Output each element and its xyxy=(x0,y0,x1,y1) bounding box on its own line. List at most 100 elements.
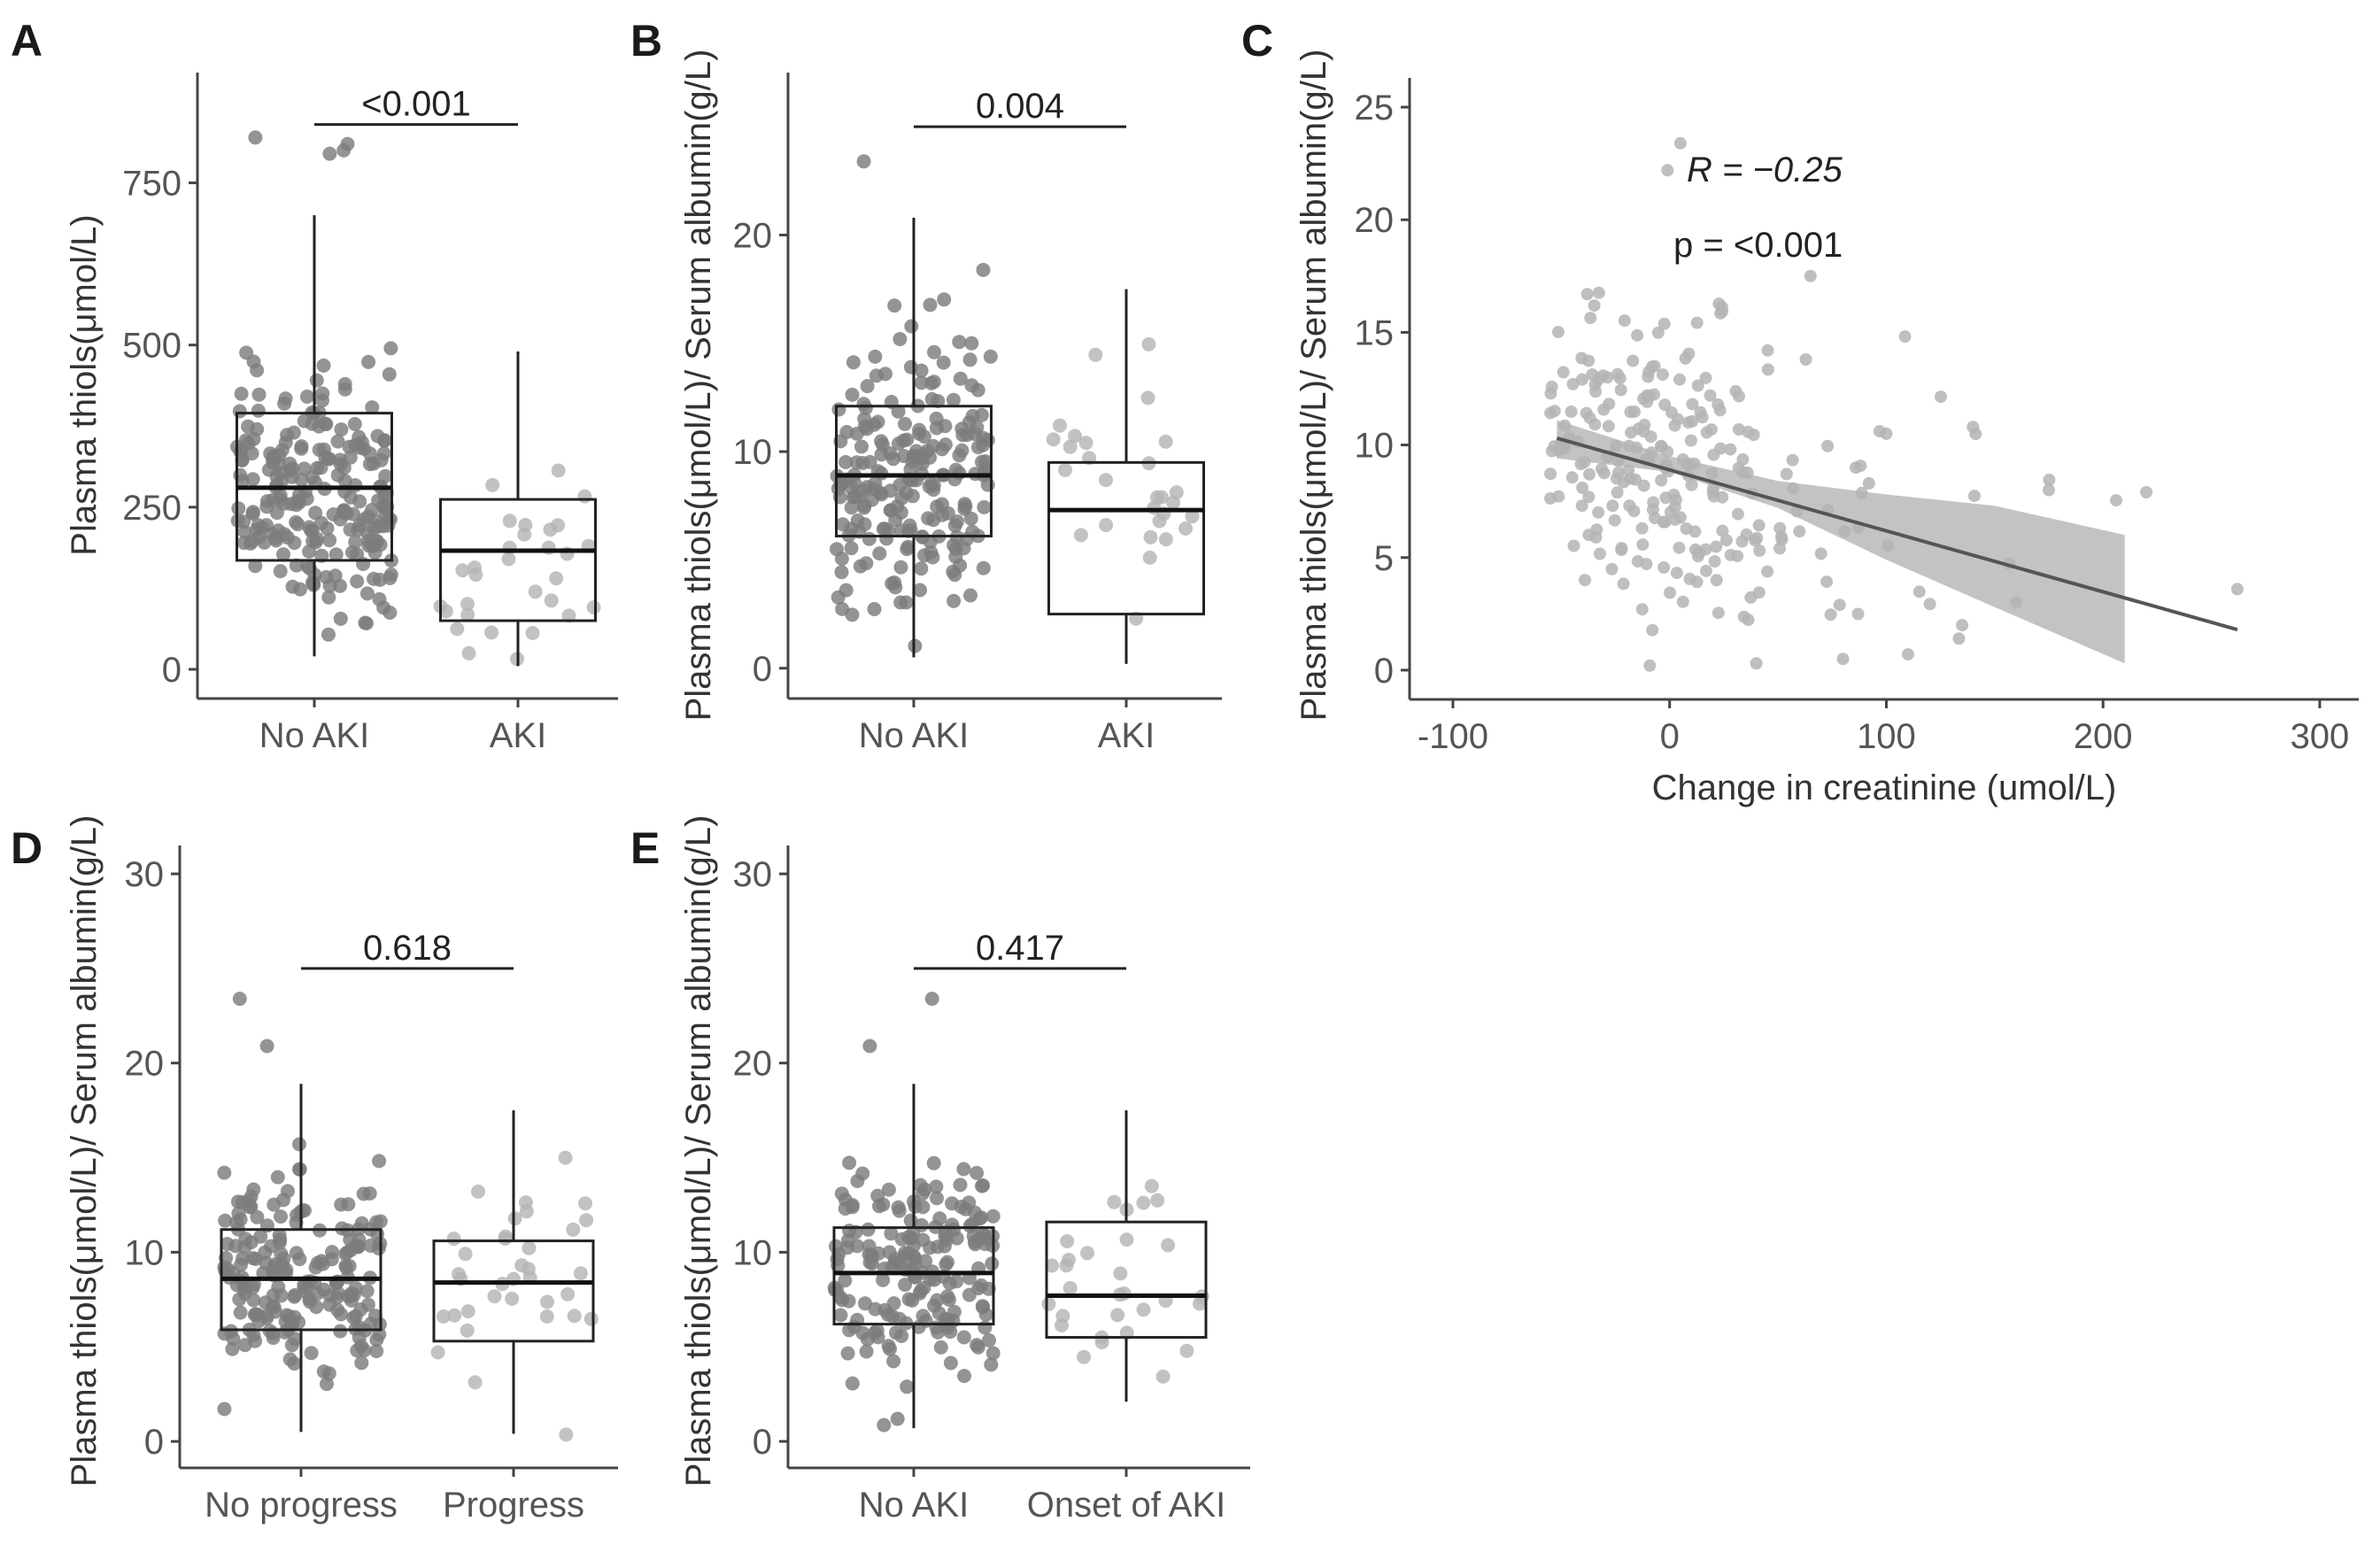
data-point xyxy=(907,1248,921,1263)
data-point xyxy=(243,536,258,551)
data-point xyxy=(484,625,499,640)
data-point xyxy=(359,586,375,601)
data-point xyxy=(347,417,362,431)
data-point xyxy=(1136,1302,1151,1317)
scatter-point xyxy=(1824,608,1837,622)
data-point xyxy=(862,1255,877,1270)
data-point xyxy=(1055,1318,1069,1332)
data-point xyxy=(876,1272,891,1287)
data-point xyxy=(460,1323,475,1338)
scatter-point xyxy=(1670,567,1683,580)
data-point xyxy=(447,1308,462,1323)
outlier-point xyxy=(232,992,247,1007)
data-point xyxy=(938,437,953,452)
scatter-point xyxy=(1575,499,1588,513)
data-point xyxy=(233,467,248,483)
data-point xyxy=(925,550,940,565)
data-point xyxy=(352,1239,367,1254)
data-point xyxy=(245,505,260,520)
panel-c-confidence-band xyxy=(1557,420,2125,664)
data-point xyxy=(850,1174,865,1188)
scatter-point xyxy=(1592,286,1605,299)
data-point xyxy=(308,506,323,521)
data-point xyxy=(1161,1238,1176,1253)
data-point xyxy=(885,452,900,467)
scatter-point xyxy=(1544,406,1557,420)
scatter-point xyxy=(1799,353,1812,366)
scatter-point xyxy=(1565,405,1578,418)
data-point xyxy=(885,1309,900,1324)
data-point xyxy=(232,404,247,419)
data-point xyxy=(883,1341,897,1356)
panel-a: A 0 250 500 750 No AKI AKI <0.001 Plasma thi… xyxy=(11,16,618,755)
y-tick-label: 10 xyxy=(1355,427,1395,466)
data-point xyxy=(834,565,849,580)
data-point xyxy=(912,1286,927,1301)
data-point xyxy=(1045,1258,1060,1273)
scatter-point xyxy=(1649,512,1661,525)
scatter-point xyxy=(1673,373,1686,386)
scatter-point xyxy=(1574,458,1588,471)
scatter-point xyxy=(1643,659,1657,672)
scatter-point xyxy=(1557,366,1570,379)
outlier-point xyxy=(924,992,939,1007)
data-point xyxy=(978,1320,993,1335)
scatter-point xyxy=(1589,385,1603,398)
data-point xyxy=(266,1299,280,1314)
data-point xyxy=(953,558,968,573)
x-tick-label: No AKI xyxy=(859,716,970,755)
panel-c-y-label: Plasma thiols(μmol/L)/ Serum albumin(g/L… xyxy=(1294,50,1333,722)
data-point xyxy=(276,1193,291,1208)
scatter-point xyxy=(1716,490,1729,504)
scatter-point xyxy=(1642,370,1655,383)
scatter-point xyxy=(1761,344,1774,357)
y-tick-label: 15 xyxy=(1355,313,1395,352)
scatter-point xyxy=(1665,506,1677,519)
data-point xyxy=(984,1357,999,1372)
data-point xyxy=(1041,1297,1056,1311)
data-point xyxy=(350,574,365,589)
data-point xyxy=(838,1201,853,1216)
data-point xyxy=(379,501,394,516)
data-point xyxy=(875,437,890,452)
data-point xyxy=(1143,529,1158,544)
data-point xyxy=(1155,1369,1171,1384)
data-point xyxy=(868,1301,883,1316)
data-point xyxy=(887,575,902,590)
y-tick-label: 25 xyxy=(1355,89,1395,127)
scatter-point xyxy=(1967,421,1980,434)
scatter-point xyxy=(1544,467,1557,481)
scatter-point xyxy=(1685,478,1698,491)
scatter-point xyxy=(1733,390,1745,403)
scatter-point xyxy=(1862,476,1875,490)
data-point xyxy=(946,392,961,407)
data-point xyxy=(231,501,246,516)
data-point xyxy=(371,519,386,534)
y-tick-label: 20 xyxy=(733,216,773,255)
data-point xyxy=(270,1170,285,1185)
scatter-point xyxy=(1580,288,1594,301)
data-point xyxy=(890,1411,905,1426)
data-point xyxy=(369,1344,384,1359)
data-point xyxy=(340,1245,354,1260)
scatter-point xyxy=(1622,439,1635,452)
data-point xyxy=(927,344,941,359)
scatter-point xyxy=(1673,511,1687,524)
data-point xyxy=(976,560,991,575)
data-point xyxy=(284,469,299,484)
data-point xyxy=(914,375,929,390)
scatter-point xyxy=(1898,330,1912,344)
data-point xyxy=(940,1255,954,1270)
scatter-point xyxy=(1638,418,1651,431)
data-point xyxy=(926,478,941,492)
outlier-point xyxy=(862,1039,877,1054)
scatter-point xyxy=(1635,521,1649,535)
y-tick-label: 30 xyxy=(125,855,165,894)
data-point xyxy=(985,1208,1001,1224)
data-point xyxy=(333,1324,348,1339)
data-point xyxy=(540,1294,554,1309)
data-point xyxy=(322,533,337,548)
data-point xyxy=(284,1315,299,1330)
data-point xyxy=(287,1356,302,1371)
